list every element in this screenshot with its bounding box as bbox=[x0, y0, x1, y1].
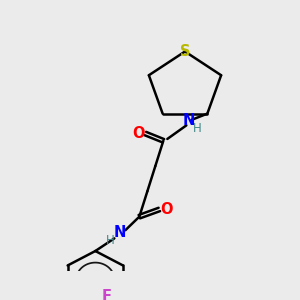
Text: N: N bbox=[113, 225, 125, 240]
Text: F: F bbox=[102, 289, 112, 300]
Text: S: S bbox=[180, 44, 190, 59]
Text: O: O bbox=[160, 202, 172, 217]
Text: N: N bbox=[182, 113, 194, 128]
Text: H: H bbox=[193, 122, 202, 135]
Text: H: H bbox=[106, 234, 115, 247]
Text: O: O bbox=[132, 126, 145, 141]
